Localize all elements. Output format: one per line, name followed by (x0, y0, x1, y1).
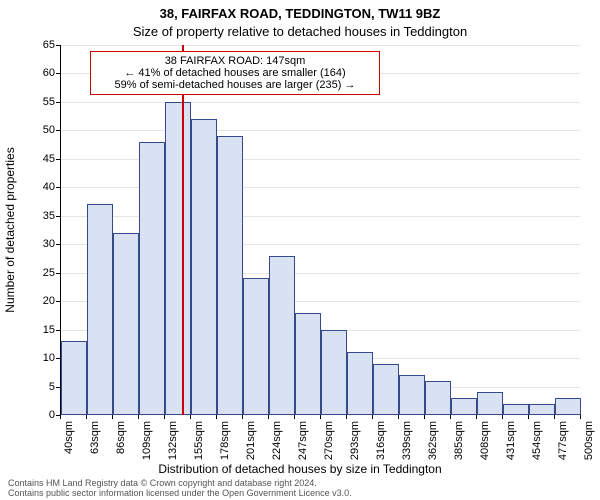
x-tick-label: 86sqm (115, 421, 127, 454)
chart-title-line1: 38, FAIRFAX ROAD, TEDDINGTON, TW11 9BZ (0, 6, 600, 21)
y-tick-label: 0 (5, 409, 55, 421)
y-axis-label: Number of detached properties (3, 147, 17, 312)
bar (269, 256, 295, 415)
x-tick-label: 385sqm (453, 421, 465, 460)
bar (139, 142, 165, 415)
bar (191, 119, 217, 415)
chart-canvas: { "chart": { "type": "histogram", "title… (0, 0, 600, 500)
bar (451, 398, 477, 415)
x-tick-label: 316sqm (375, 421, 387, 460)
x-tick-label: 454sqm (531, 421, 543, 460)
x-tick-label: 339sqm (401, 421, 413, 460)
annotation-line3: 59% of semi-detached houses are larger (… (97, 79, 373, 91)
x-tick-label: 500sqm (583, 421, 595, 460)
bar (399, 375, 425, 415)
annotation-line2: ← 41% of detached houses are smaller (16… (97, 67, 373, 79)
annotation-line1: 38 FAIRFAX ROAD: 147sqm (97, 55, 373, 67)
x-tick-label: 178sqm (219, 421, 231, 460)
x-tick-label: 293sqm (349, 421, 361, 460)
chart-title-line2: Size of property relative to detached ho… (0, 24, 600, 39)
bar (347, 352, 373, 415)
bar (555, 398, 581, 415)
x-tick-label: 362sqm (427, 421, 439, 460)
x-tick-label: 63sqm (89, 421, 101, 454)
y-tick-label: 60 (5, 67, 55, 79)
bar (165, 102, 191, 415)
footer-attribution: Contains HM Land Registry data © Crown c… (8, 479, 352, 498)
bar (217, 136, 243, 415)
highlight-vline (182, 45, 184, 415)
y-tick-label: 5 (5, 381, 55, 393)
bar (321, 330, 347, 415)
bar (243, 278, 269, 415)
bar (113, 233, 139, 415)
x-tick-label: 408sqm (479, 421, 491, 460)
x-tick-label: 40sqm (63, 421, 75, 454)
bar (295, 313, 321, 415)
bar (503, 404, 529, 415)
x-tick-label: 247sqm (297, 421, 309, 460)
y-tick-label: 55 (5, 96, 55, 108)
x-tick-label: 270sqm (323, 421, 335, 460)
footer-line2: Contains public sector information licen… (8, 489, 352, 498)
x-tick-label: 201sqm (245, 421, 257, 460)
x-tick-label: 224sqm (271, 421, 283, 460)
annotation-box: 38 FAIRFAX ROAD: 147sqm ← 41% of detache… (90, 51, 380, 95)
y-tick-label: 65 (5, 39, 55, 51)
plot-area (60, 45, 580, 415)
bar (477, 392, 503, 415)
y-tick-label: 15 (5, 324, 55, 336)
bar (61, 341, 87, 415)
y-tick-label: 50 (5, 124, 55, 136)
bar (87, 204, 113, 415)
y-tick-label: 10 (5, 352, 55, 364)
x-tick-label: 431sqm (505, 421, 517, 460)
x-tick-label: 132sqm (167, 421, 179, 460)
bar (373, 364, 399, 415)
bar (425, 381, 451, 415)
x-axis-label: Distribution of detached houses by size … (0, 462, 600, 476)
x-tick-label: 155sqm (193, 421, 205, 460)
x-tick-label: 477sqm (557, 421, 569, 460)
x-tick-label: 109sqm (141, 421, 153, 460)
bar (529, 404, 555, 415)
